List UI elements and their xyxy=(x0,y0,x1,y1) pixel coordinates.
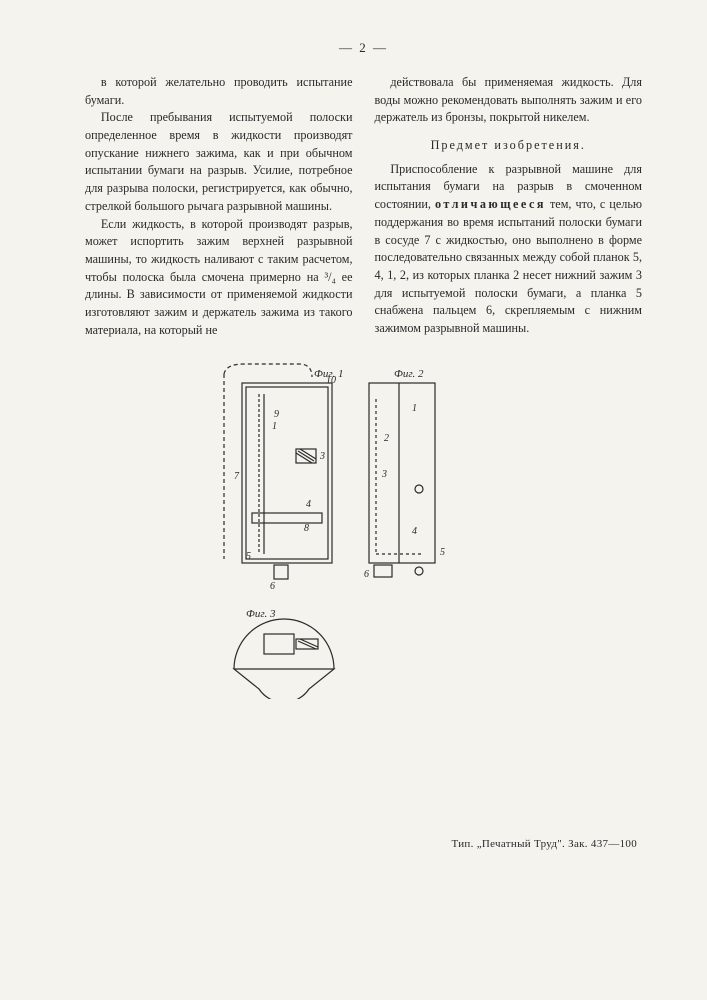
fig2-n6: 6 xyxy=(364,569,369,580)
fig3-label: Фиг. 3 xyxy=(246,608,276,620)
right-p2-bold: отличающееся xyxy=(435,197,546,211)
left-p3-frac: ³/₄ xyxy=(325,270,336,284)
page-number: — 2 — xyxy=(85,40,642,56)
left-p1: в которой желательно проводить испытание… xyxy=(85,74,353,109)
left-p3a: Если жидкость, в которой производят разр… xyxy=(85,217,353,284)
fig1-n5: 5 xyxy=(246,551,251,562)
figures-svg: Фиг. 1 1 10 xyxy=(204,359,524,699)
fig1-n3: 3 xyxy=(319,451,325,462)
figures-block: Фиг. 1 1 10 xyxy=(204,359,524,699)
left-p3: Если жидкость, в которой производят разр… xyxy=(85,216,353,340)
claims-heading: Предмет изобретения. xyxy=(375,137,643,155)
fig1-n6: 6 xyxy=(270,581,275,592)
fig1-n10: 10 xyxy=(326,375,336,386)
right-column: действовала бы применяемая жидкость. Для… xyxy=(375,74,643,339)
right-p2b: тем, что, с целью поддержания во время и… xyxy=(375,197,643,335)
right-p2: Приспособление к разрывной машине для ис… xyxy=(375,161,643,338)
fig1-n1: 1 xyxy=(272,421,277,432)
fig2-n5: 5 xyxy=(440,547,445,558)
fig2-label: Фиг. 2 xyxy=(394,368,424,380)
page: — 2 — в которой желательно проводить исп… xyxy=(0,0,707,1000)
fig2-n3: 3 xyxy=(381,469,387,480)
footer-imprint: Тип. „Печатный Труд". Зак. 437—100 xyxy=(452,838,638,850)
fig2-n2: 2 xyxy=(384,433,389,444)
text-columns: в которой желательно проводить испытание… xyxy=(85,74,642,339)
fig1-n8: 8 xyxy=(304,523,309,534)
fig1-n4: 4 xyxy=(306,499,311,510)
right-p1: действовала бы применяемая жидкость. Для… xyxy=(375,74,643,127)
left-p2: После пребывания испытуемой полоски опре… xyxy=(85,109,353,215)
fig1-n7: 7 xyxy=(234,471,240,482)
left-column: в которой желательно проводить испытание… xyxy=(85,74,353,339)
fig2-n4: 4 xyxy=(412,526,417,537)
fig1-n9: 9 xyxy=(274,409,279,420)
fig2-n1: 1 xyxy=(412,403,417,414)
